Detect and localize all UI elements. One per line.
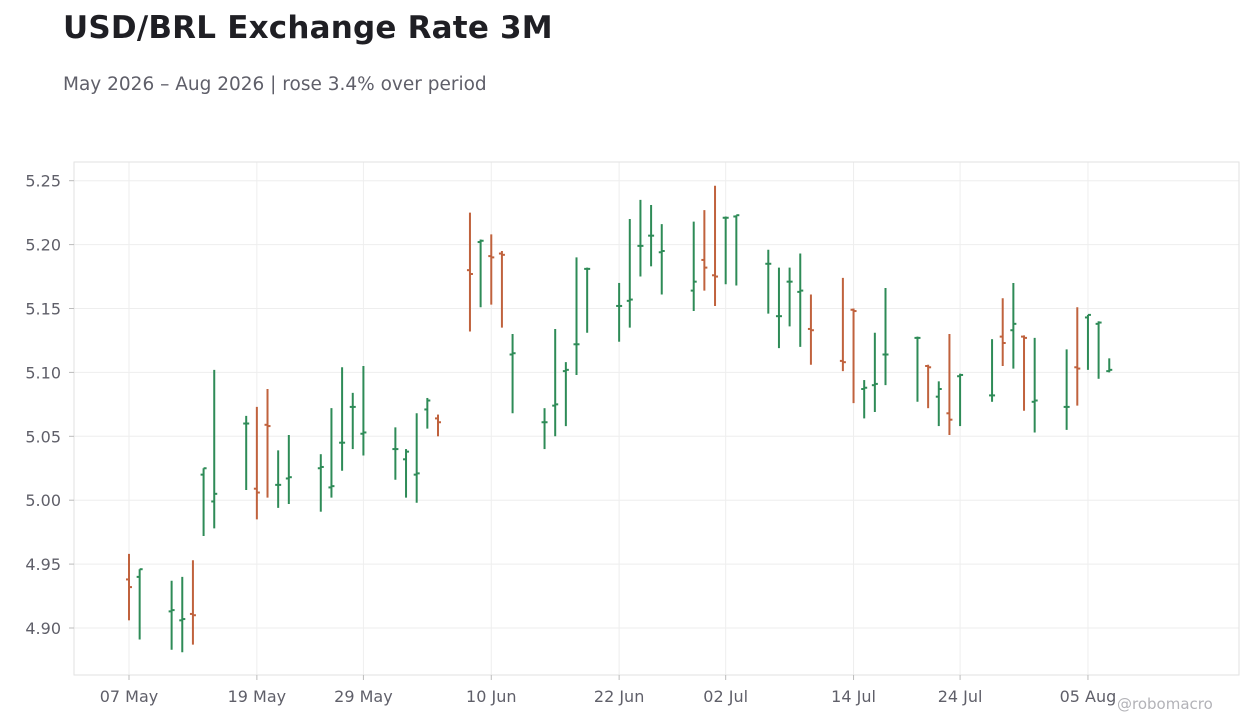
ohlc-bar-up xyxy=(616,282,623,342)
chart-subtitle: May 2026 – Aug 2026 | rose 3.4% over per… xyxy=(63,74,487,95)
ohlc-bar-up xyxy=(328,408,335,498)
ohlc-bar-up xyxy=(989,339,996,402)
ohlc-bar-down xyxy=(466,212,473,332)
ohlc-bar-down xyxy=(839,277,846,372)
ohlc-bar-down xyxy=(712,185,719,306)
ohlc-bar-up xyxy=(722,216,729,285)
ohlc-bar-down xyxy=(264,389,271,498)
ohlc-bar-down xyxy=(498,250,505,328)
chart-title: USD/BRL Exchange Rate 3M xyxy=(63,10,553,46)
ohlc-bar-up xyxy=(1010,282,1017,369)
x-tick-label: 10 Jun xyxy=(466,687,516,706)
ohlc-bar-up xyxy=(179,576,186,653)
ohlc-bar-up xyxy=(584,267,591,333)
ohlc-bar-up xyxy=(392,427,399,480)
y-tick-label: 4.90 xyxy=(25,619,61,638)
ohlc-bar-up xyxy=(360,366,367,456)
y-tick-label: 5.05 xyxy=(25,427,61,446)
ohlc-bar-up xyxy=(658,224,665,295)
grid-lines xyxy=(74,162,1239,675)
x-tick-label: 02 Jul xyxy=(703,687,748,706)
y-tick-label: 5.25 xyxy=(25,172,61,191)
x-tick-label: 14 Jul xyxy=(831,687,876,706)
watermark: @robomacro xyxy=(1117,695,1213,713)
ohlc-bar-up xyxy=(317,454,324,512)
ohlc-bar-up xyxy=(797,253,804,347)
ohlc-bar-down xyxy=(1021,335,1028,411)
ohlc-bar-up xyxy=(637,199,644,277)
ohlc-bar-up xyxy=(914,336,921,402)
ohlc-bar-up xyxy=(648,204,655,267)
ohlc-bar-up xyxy=(1106,358,1113,373)
ohlc-bar-up xyxy=(935,381,942,427)
x-tick-label: 19 May xyxy=(228,687,287,706)
ohlc-bar-down xyxy=(925,364,932,409)
x-tick-label: 22 Jun xyxy=(594,687,644,706)
ohlc-bar-up xyxy=(211,369,218,529)
ohlc-bar-up xyxy=(1031,337,1038,433)
ohlc-bar-down xyxy=(189,560,196,645)
ohlc-bar-down xyxy=(126,553,132,621)
ohlc-bar-up xyxy=(882,288,889,386)
ohlc-bar-up xyxy=(339,367,346,471)
ohlc-bar-up xyxy=(1063,349,1070,430)
x-tick-label: 07 May xyxy=(100,687,159,706)
ohlc-bar-down xyxy=(1074,307,1081,406)
ohlc-bar-up xyxy=(285,435,292,505)
ohlc-bar-up xyxy=(1095,321,1102,379)
x-tick-label: 29 May xyxy=(334,687,393,706)
ohlc-bar-up xyxy=(733,214,740,286)
ohlc-bar-up xyxy=(871,332,878,413)
ohlc-bar-down xyxy=(807,294,814,365)
ohlc-bar-down xyxy=(488,234,495,305)
ohlc-bar-up xyxy=(275,450,282,508)
ohlc-bar-up xyxy=(765,249,772,314)
x-tick-label: 24 Jul xyxy=(938,687,983,706)
y-tick-label: 5.00 xyxy=(25,491,61,510)
ohlc-bar-up xyxy=(562,362,569,427)
ohlc-bar-up xyxy=(552,328,559,437)
ohlc-bar-down xyxy=(850,308,857,404)
plot-frame xyxy=(73,161,1240,676)
ohlc-bar-up xyxy=(573,257,580,375)
ohlc-bar-up xyxy=(403,449,410,498)
ohlc-bar-up xyxy=(775,267,782,349)
ohlc-bars xyxy=(126,185,1113,653)
ohlc-bar-up xyxy=(786,267,793,327)
ohlc-bar-up xyxy=(541,408,548,450)
ohlc-bar-up xyxy=(509,334,516,414)
ohlc-bar-up xyxy=(690,221,697,312)
y-tick-label: 5.15 xyxy=(25,300,61,319)
y-tick-label: 4.95 xyxy=(25,555,61,574)
ohlc-bar-up xyxy=(424,397,431,429)
x-tick-label: 05 Aug xyxy=(1060,687,1117,706)
y-axis: 4.90 4.95 5.00 5.05 5.10 5.15 5.20 5.25 xyxy=(25,172,74,638)
ohlc-bar-down xyxy=(999,298,1006,367)
ohlc-bar-up xyxy=(200,467,207,536)
ohlc-bar-down xyxy=(701,210,708,291)
ohlc-bar-down xyxy=(253,406,260,520)
ohlc-bar-up xyxy=(243,415,250,490)
y-tick-label: 5.20 xyxy=(25,236,61,255)
x-axis: 07 May 19 May 29 May 10 Jun 22 Jun 02 Jul 14 J… xyxy=(100,675,1117,706)
ohlc-bar-up xyxy=(957,373,964,427)
ohlc-bar-up xyxy=(477,239,484,308)
ohlc-bar-up xyxy=(168,580,175,650)
ohlc-bar-up xyxy=(861,380,868,419)
ohlc-bar-up xyxy=(626,219,633,328)
y-tick-label: 5.10 xyxy=(25,363,61,382)
ohlc-bar-up xyxy=(413,413,420,503)
ohlc-bar-down xyxy=(946,334,953,436)
ohlc-bar-up xyxy=(136,568,143,640)
ohlc-bar-up xyxy=(349,392,356,450)
ohlc-bar-up xyxy=(1084,313,1091,370)
ohlc-bar-down xyxy=(434,414,441,437)
